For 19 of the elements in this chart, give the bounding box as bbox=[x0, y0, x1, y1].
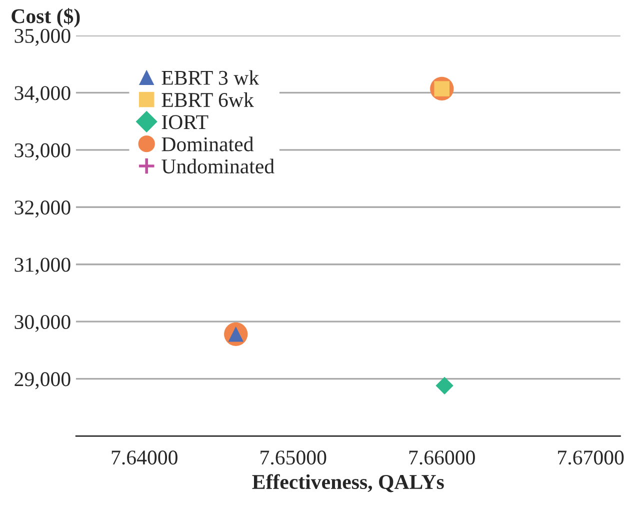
x-tick-label: 7.64000 bbox=[112, 450, 178, 465]
y-tick-label: 33,000 bbox=[14, 143, 70, 160]
y-tick-label: 31,000 bbox=[14, 258, 70, 275]
y-tick-label: 35,000 bbox=[14, 28, 70, 46]
legend-label: EBRT 3 wk bbox=[162, 70, 260, 85]
legend-label: EBRT 6wk bbox=[162, 92, 254, 108]
legend-label: Undominated bbox=[162, 158, 274, 174]
y-axis-title: Cost ($) bbox=[12, 8, 80, 28]
x-axis-title: Effectiveness, QALYs bbox=[252, 474, 444, 492]
x-tick-label: 7.65000 bbox=[260, 450, 326, 465]
y-tick-label: 29,000 bbox=[14, 372, 70, 390]
point bbox=[436, 376, 454, 395]
y-tick-label: 30,000 bbox=[14, 314, 70, 332]
legend-label: IORT bbox=[162, 115, 208, 130]
y-tick-label: 32,000 bbox=[14, 200, 70, 218]
y-tick-label: 34,000 bbox=[14, 86, 70, 104]
x-tick-label: 7.67000 bbox=[558, 450, 624, 465]
x-tick-label: 7.66000 bbox=[409, 450, 475, 465]
legend-label: Dominated bbox=[162, 136, 254, 152]
